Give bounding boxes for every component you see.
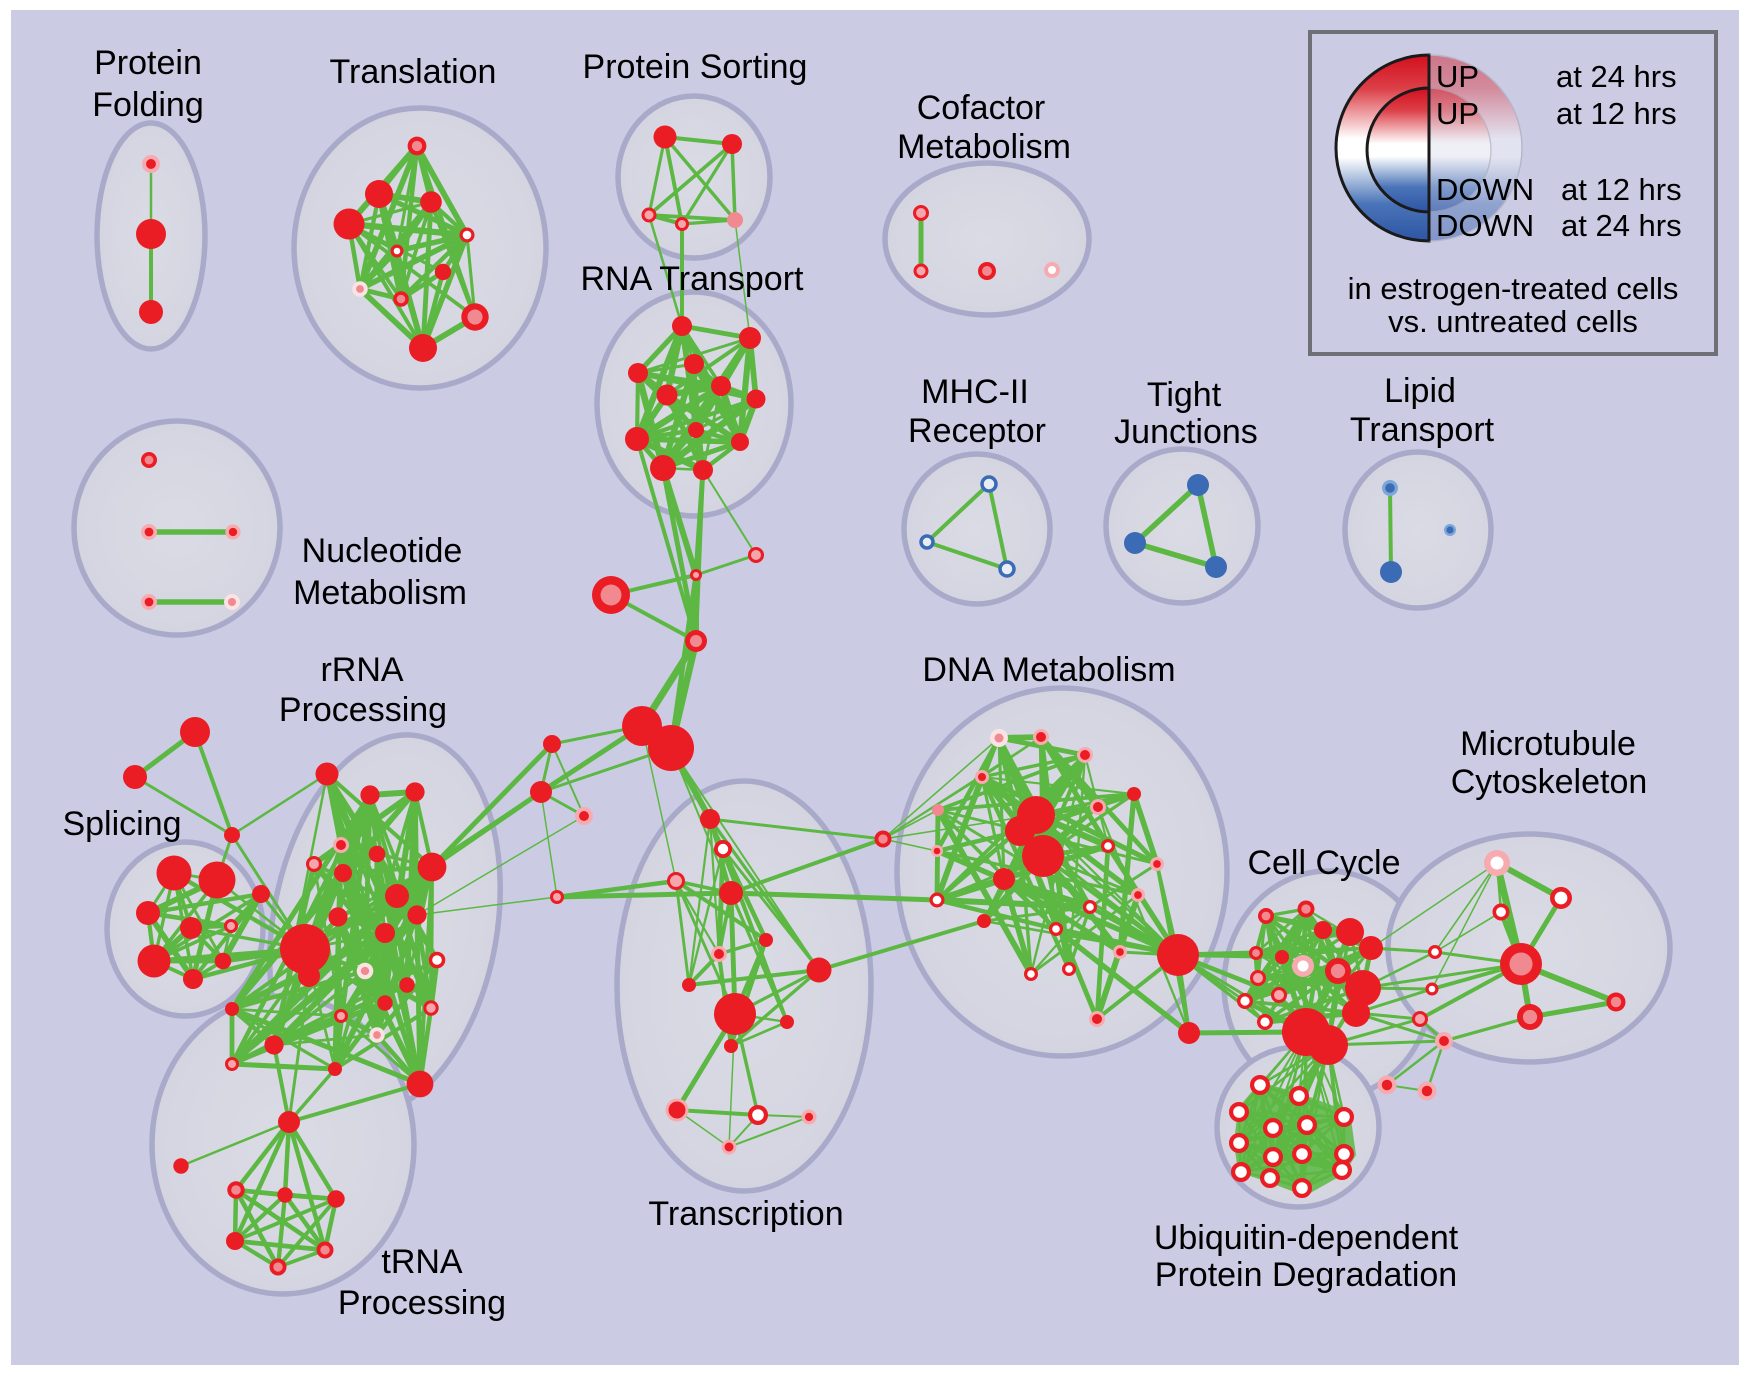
- svg-text:tRNA: tRNA: [381, 1243, 463, 1281]
- svg-text:Cell Cycle: Cell Cycle: [1247, 844, 1400, 882]
- svg-text:Nucleotide: Nucleotide: [302, 532, 463, 570]
- svg-text:Splicing: Splicing: [62, 805, 181, 843]
- svg-text:Metabolism: Metabolism: [293, 574, 467, 612]
- svg-text:Protein Sorting: Protein Sorting: [583, 48, 808, 86]
- svg-text:Lipid: Lipid: [1384, 372, 1456, 410]
- svg-text:Processing: Processing: [338, 1284, 506, 1322]
- svg-text:Metabolism: Metabolism: [897, 128, 1071, 166]
- svg-text:at 12 hrs: at 12 hrs: [1561, 172, 1682, 207]
- svg-text:at 12 hrs: at 12 hrs: [1556, 96, 1677, 131]
- svg-text:DNA Metabolism: DNA Metabolism: [922, 651, 1175, 689]
- svg-text:Ubiquitin-dependent: Ubiquitin-dependent: [1154, 1219, 1459, 1257]
- svg-text:Junctions: Junctions: [1114, 413, 1258, 451]
- svg-text:Transport: Transport: [1350, 411, 1495, 449]
- svg-text:Translation: Translation: [330, 53, 497, 91]
- svg-text:Processing: Processing: [279, 691, 447, 729]
- svg-text:Cofactor: Cofactor: [917, 89, 1046, 127]
- svg-text:RNA Transport: RNA Transport: [581, 260, 805, 298]
- svg-text:MHC-II: MHC-II: [921, 373, 1029, 411]
- svg-text:Receptor: Receptor: [908, 412, 1046, 450]
- svg-text:rRNA: rRNA: [320, 651, 403, 689]
- svg-text:Tight: Tight: [1147, 376, 1222, 414]
- svg-text:Protein: Protein: [94, 44, 202, 82]
- svg-text:UP: UP: [1436, 59, 1479, 94]
- svg-text:vs. untreated cells: vs. untreated cells: [1388, 304, 1638, 339]
- svg-text:in estrogen-treated cells: in estrogen-treated cells: [1348, 271, 1679, 306]
- svg-text:Transcription: Transcription: [648, 1195, 843, 1233]
- svg-text:DOWN: DOWN: [1436, 172, 1534, 207]
- svg-text:Cytoskeleton: Cytoskeleton: [1451, 763, 1648, 801]
- svg-text:at 24 hrs: at 24 hrs: [1561, 208, 1682, 243]
- svg-text:UP: UP: [1436, 96, 1479, 131]
- svg-text:Folding: Folding: [92, 86, 204, 124]
- svg-text:Protein Degradation: Protein Degradation: [1155, 1256, 1457, 1294]
- svg-text:DOWN: DOWN: [1436, 208, 1534, 243]
- svg-text:at 24 hrs: at 24 hrs: [1556, 59, 1677, 94]
- svg-text:Microtubule: Microtubule: [1460, 725, 1636, 763]
